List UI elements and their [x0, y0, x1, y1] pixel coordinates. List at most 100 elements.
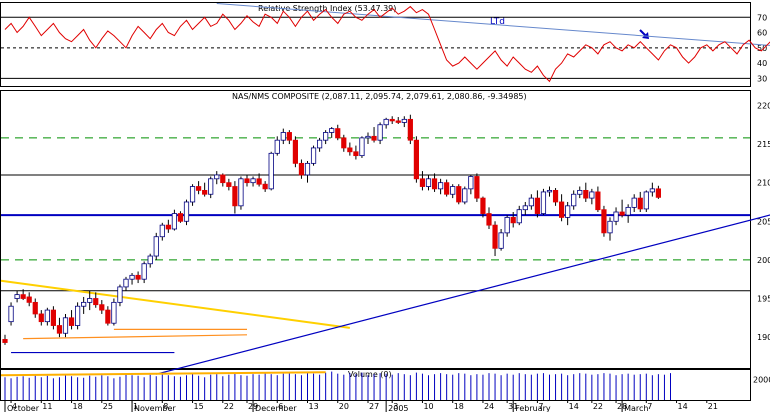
rsi-tick-label: 40 — [757, 59, 767, 68]
candle-body — [516, 209, 522, 224]
candlestick — [105, 306, 111, 326]
candle-body — [565, 205, 571, 218]
rsi-trendline — [216, 3, 770, 46]
x-day-label: 18 — [454, 402, 464, 411]
candlestick — [601, 205, 607, 237]
candlestick — [462, 186, 468, 205]
candlestick — [619, 199, 625, 218]
candle-body — [462, 188, 468, 203]
candle-body — [141, 263, 147, 280]
candlestick — [444, 179, 450, 197]
candle-body — [105, 309, 111, 324]
candlestick — [202, 182, 208, 197]
x-day-label: 15 — [194, 402, 204, 411]
x-axis: 4 11 18 25 1 8 15 22 29 6 13 20 27 3 10 18 24 31 7 14 22 28 7 1… — [4, 400, 718, 412]
candle-body — [256, 178, 262, 185]
candlestick — [522, 201, 528, 216]
candle-body — [407, 118, 413, 141]
candlestick — [456, 184, 462, 205]
candlestick — [516, 205, 522, 226]
candle-body — [559, 201, 565, 218]
candle-body — [389, 118, 395, 122]
candle-body — [437, 182, 444, 190]
x-day-label: 6 — [278, 402, 283, 411]
candle-body — [510, 217, 516, 224]
candle-body — [643, 191, 649, 210]
candle-body — [214, 174, 220, 180]
candle-body — [552, 189, 559, 203]
x-month-label: February — [515, 404, 551, 412]
candle-body — [571, 193, 577, 207]
candlestick — [316, 137, 323, 152]
x-day-label: 4 — [12, 402, 17, 411]
candle-body — [298, 162, 305, 176]
candlestick — [56, 317, 63, 338]
x-day-label: 14 — [678, 402, 688, 411]
candlestick — [546, 186, 553, 197]
candlestick — [26, 292, 32, 307]
candlestick — [655, 185, 662, 199]
candlestick — [62, 313, 69, 338]
candle-body — [601, 209, 607, 234]
candlestick — [250, 176, 256, 187]
candle-body — [208, 178, 214, 195]
candlestick — [371, 127, 377, 143]
candlestick — [480, 196, 486, 218]
candle-body — [244, 178, 250, 184]
candlestick — [262, 181, 268, 192]
candle-body — [262, 183, 268, 190]
candle-body — [111, 301, 117, 324]
candle-body — [655, 188, 662, 198]
x-day-label: 11 — [42, 402, 52, 411]
x-day-label: 22 — [593, 402, 603, 411]
rsi-line — [4, 5, 770, 83]
rsi-title: Relative Strength Index (53.47.39) — [258, 4, 396, 13]
candle-body — [44, 309, 50, 323]
candlestick — [323, 130, 329, 145]
candle-body — [577, 189, 583, 195]
candlestick — [395, 117, 401, 124]
candlestick — [14, 290, 20, 303]
candlestick — [8, 302, 14, 326]
candlestick — [377, 122, 383, 145]
candle-body — [129, 274, 135, 280]
candle-body — [413, 139, 420, 180]
candlestick — [552, 188, 559, 206]
candle-body — [280, 132, 286, 141]
candlestick — [359, 136, 365, 158]
candle-body — [425, 178, 432, 187]
candle-body — [195, 186, 202, 191]
candle-body — [450, 186, 456, 195]
candle-body — [625, 206, 631, 216]
candle-body — [8, 305, 14, 323]
candlestick — [292, 136, 299, 168]
candle-body — [546, 189, 553, 193]
candlestick — [286, 130, 292, 145]
candlestick — [117, 284, 123, 307]
candle-body — [468, 176, 474, 190]
candlestick — [577, 186, 583, 199]
candlestick — [232, 181, 238, 214]
candle-body — [316, 139, 323, 149]
candle-body — [153, 236, 159, 257]
candlestick — [32, 298, 38, 318]
volume-title: Volume (0) — [348, 370, 392, 379]
candle-body — [383, 118, 389, 126]
candlestick — [129, 273, 135, 285]
candle-body — [504, 217, 510, 234]
candle-body — [93, 298, 99, 306]
candlestick — [141, 261, 147, 284]
candle-body — [159, 224, 165, 238]
candlestick — [50, 306, 57, 330]
price-title: NAS/NMS COMPOSITE (2,087.11, 2,095.74, 2… — [232, 92, 527, 101]
candlestick — [177, 211, 184, 223]
rsi-annotation: LTd — [490, 17, 505, 27]
candlestick — [589, 188, 595, 205]
candlestick — [298, 159, 305, 179]
volume-tick-label: 20000 — [753, 375, 770, 384]
candle-body — [189, 186, 196, 203]
x-day-label: 14 — [569, 402, 579, 411]
candle-body — [522, 205, 528, 211]
candle-body — [165, 224, 171, 230]
